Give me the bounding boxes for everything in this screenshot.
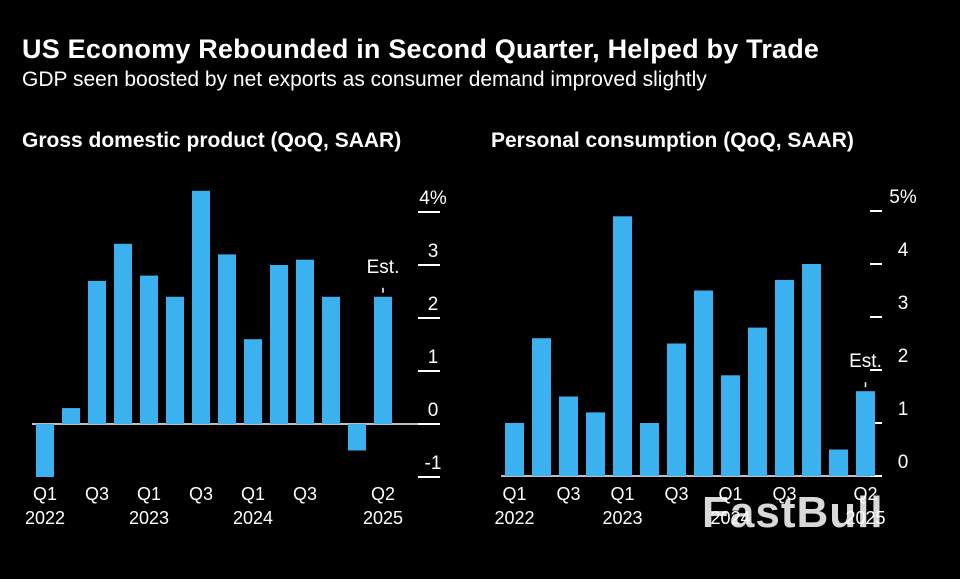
pc-bar xyxy=(748,327,767,476)
gdp-bar xyxy=(218,254,236,424)
chart-title: US Economy Rebounded in Second Quarter, … xyxy=(22,34,820,64)
gdp-xtick-year: 2024 xyxy=(233,508,273,528)
gdp-xtick-year: 2022 xyxy=(25,508,65,528)
pc-ytick-label: 3 xyxy=(898,293,909,314)
gdp-xtick-quarter: Q3 xyxy=(189,484,213,504)
gdp-bar xyxy=(62,408,80,424)
pc-bar xyxy=(721,375,740,476)
gdp-ytick-label: 1 xyxy=(428,347,439,368)
gdp-xtick-year: 2023 xyxy=(129,508,169,528)
gdp-xtick-year: 2025 xyxy=(363,508,403,528)
gdp-xtick-quarter: Q1 xyxy=(33,484,57,504)
gdp-bar xyxy=(296,259,314,424)
gdp-bar xyxy=(140,275,158,424)
gdp-ytick-label: 4% xyxy=(419,188,447,209)
gdp-bar xyxy=(192,190,210,424)
pc-bar xyxy=(505,423,524,476)
pc-bar xyxy=(667,343,686,476)
pc-xtick-quarter: Q3 xyxy=(772,484,796,504)
pc-xtick-year: 2022 xyxy=(494,508,534,528)
gdp-ytick-label: 0 xyxy=(428,400,439,421)
gdp-xtick-quarter: Q1 xyxy=(137,484,161,504)
pc-annotation-label: Est. xyxy=(849,351,882,372)
gdp-bar xyxy=(270,265,288,424)
gdp-bar xyxy=(166,296,184,424)
pc-bar xyxy=(856,391,875,476)
pc-bar xyxy=(802,264,821,476)
gdp-xtick-quarter: Q3 xyxy=(293,484,317,504)
pc-xtick-year: 2024 xyxy=(710,508,750,528)
pc-bar xyxy=(829,449,848,476)
pc-xtick-quarter: Q3 xyxy=(664,484,688,504)
gdp-annotation-label: Est. xyxy=(367,257,400,278)
gdp-xtick-quarter: Q1 xyxy=(241,484,265,504)
gdp-bar xyxy=(114,243,132,424)
pc-bar xyxy=(559,396,578,476)
gdp-bar xyxy=(36,424,54,477)
pc-ytick-label: 1 xyxy=(898,399,909,420)
pc-bar xyxy=(694,290,713,476)
gdp-bar xyxy=(348,424,366,451)
pc-xtick-quarter: Q2 xyxy=(853,484,877,504)
gdp-chart-title: Gross domestic product (QoQ, SAAR) xyxy=(22,129,402,152)
gdp-xtick-quarter: Q3 xyxy=(85,484,109,504)
pc-ytick-label: 5% xyxy=(889,187,917,208)
pc-xtick-year: 2025 xyxy=(845,508,885,528)
pc-ytick-label: 0 xyxy=(898,452,909,473)
gdp-bar xyxy=(88,280,106,424)
pc-xtick-quarter: Q1 xyxy=(718,484,742,504)
pc-xtick-quarter: Q1 xyxy=(610,484,634,504)
pc-bar xyxy=(640,423,659,476)
gdp-bar xyxy=(374,296,392,424)
pc-xtick-year: 2023 xyxy=(602,508,642,528)
fastbull-watermark: FastBull xyxy=(702,488,884,537)
pc-xtick-quarter: Q3 xyxy=(556,484,580,504)
consumption-chart-title: Personal consumption (QoQ, SAAR) xyxy=(491,129,854,152)
gdp-ytick-label: 3 xyxy=(428,241,439,262)
pc-bar xyxy=(532,338,551,476)
pc-bar xyxy=(775,279,794,476)
gdp-ytick-label: -1 xyxy=(425,453,442,474)
pc-bar xyxy=(586,412,605,476)
pc-ytick-label: 2 xyxy=(898,346,909,367)
gdp-ytick-label: 2 xyxy=(428,294,439,315)
pc-xtick-quarter: Q1 xyxy=(502,484,526,504)
gdp-bar xyxy=(244,339,262,424)
pc-bar xyxy=(613,216,632,477)
pc-ytick-label: 4 xyxy=(898,240,909,261)
gdp-bar xyxy=(322,296,340,424)
gdp-xtick-quarter: Q2 xyxy=(371,484,395,504)
chart-subtitle: GDP seen boosted by net exports as consu… xyxy=(22,68,707,91)
